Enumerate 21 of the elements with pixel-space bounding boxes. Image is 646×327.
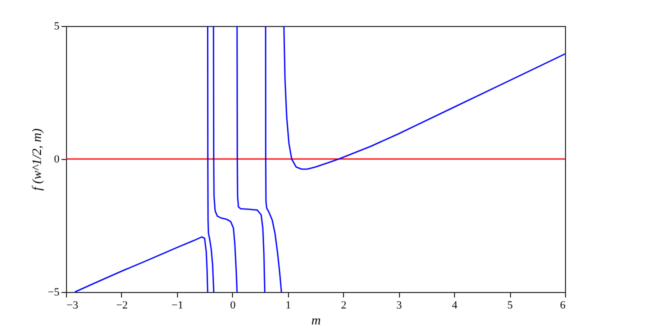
line-series [236,25,266,293]
x-tick-label: 6 [560,300,566,312]
x-tick-label: 4 [452,300,458,312]
x-tick-label: −2 [116,300,128,312]
line-series [74,236,208,293]
x-tick-label: −1 [172,300,184,312]
y-tick-label: −5 [48,286,60,298]
x-tick-label: 5 [507,300,514,312]
x-tick-label: −3 [66,300,79,312]
line-series [283,25,566,170]
x-axis-title: m [311,312,321,327]
x-tick-label: 1 [286,300,292,312]
x-tick-label: 3 [396,300,402,312]
line-series [264,25,282,293]
x-tick-label: 0 [230,300,236,312]
line-series [207,25,214,293]
line-series [212,25,238,293]
y-tick-label: 5 [54,20,60,32]
x-tick-label: 2 [340,300,346,312]
y-tick-label: 0 [54,154,60,166]
y-axis-title: f (w^1/2, m) [28,128,44,191]
